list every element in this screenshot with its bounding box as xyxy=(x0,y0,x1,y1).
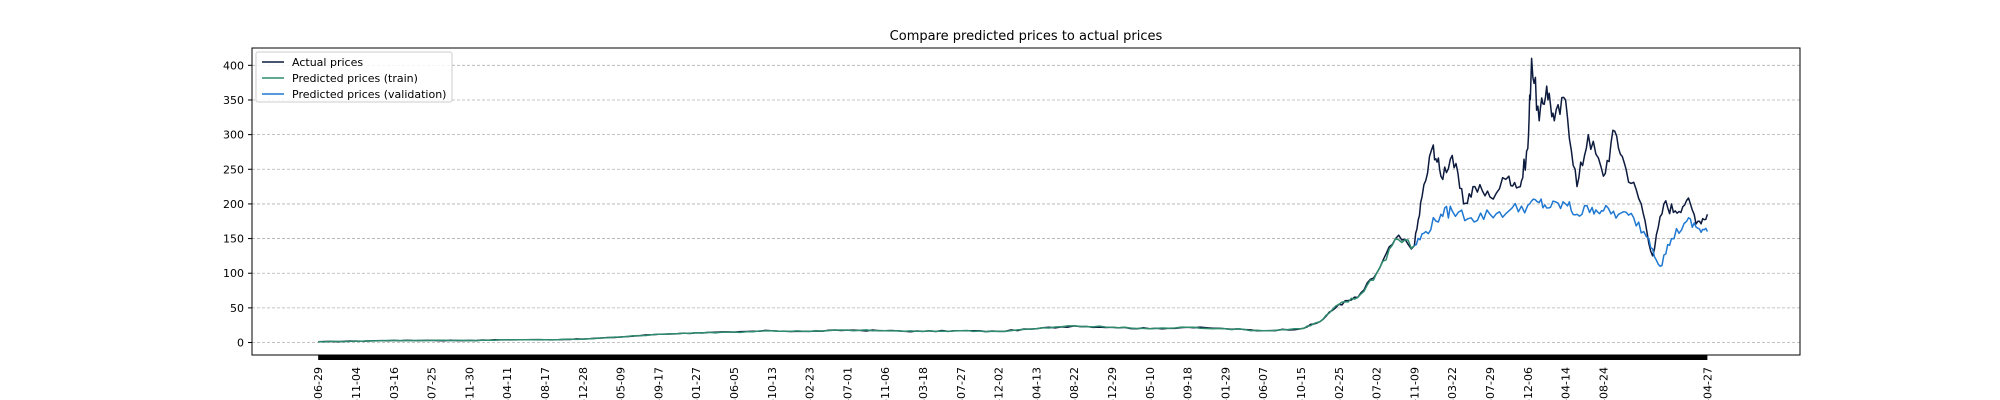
x-tick-label: -07-27 xyxy=(955,367,968,400)
y-tick-label: 250 xyxy=(223,163,244,176)
series-layer xyxy=(318,57,1709,343)
x-tick-label: -01-29 xyxy=(1219,367,1232,400)
legend-box xyxy=(255,51,453,103)
y-tick-label: 100 xyxy=(223,267,244,280)
x-tick-label: -12-06 xyxy=(1522,367,1535,400)
y-tick-label: 400 xyxy=(223,59,244,72)
x-tick-label: -07-02 xyxy=(1371,367,1384,400)
x-tick-label: -12-29 xyxy=(1106,367,1119,400)
x-tick-label: -10-13 xyxy=(766,367,779,400)
x-tick-label: -04-11 xyxy=(501,367,514,400)
series-line-predicted-prices-validation xyxy=(1414,198,1709,268)
y-tick-label: 350 xyxy=(223,94,244,107)
x-tick-label: -08-24 xyxy=(1597,367,1610,400)
legend-label: Predicted prices (train) xyxy=(292,72,418,85)
x-tick-label: -04-14 xyxy=(1560,367,1573,400)
x-tick-label: -03-16 xyxy=(388,367,401,400)
x-tick-label: -08-17 xyxy=(539,367,552,400)
x-tick-label: -06-29 xyxy=(312,367,325,400)
x-tick-label: -06-05 xyxy=(728,367,741,400)
x-tick-label: -07-29 xyxy=(1484,367,1497,400)
series-line-predicted-prices-train xyxy=(318,237,1415,343)
x-tick-label: -12-28 xyxy=(577,367,590,400)
x-tick-label: -05-10 xyxy=(1144,367,1157,400)
x-tick-label: -02-25 xyxy=(1333,367,1346,400)
y-tick-label: 150 xyxy=(223,233,244,246)
x-tick-label: -02-23 xyxy=(804,367,817,400)
x-tick-label: -04-27 xyxy=(1701,367,1714,400)
legend-label: Predicted prices (validation) xyxy=(292,88,446,101)
series-line-actual-prices xyxy=(318,57,1709,343)
x-tick-label: -05-09 xyxy=(615,367,628,400)
y-tick-label: 0 xyxy=(237,337,244,350)
x-tick-label: -08-22 xyxy=(1068,367,1081,400)
x-tick-label: -07-25 xyxy=(426,367,439,400)
legend-label: Actual prices xyxy=(292,56,363,69)
x-tick-label: -10-15 xyxy=(1295,367,1308,400)
x-tick-label: -12-02 xyxy=(993,367,1006,400)
x-tick-label: -04-13 xyxy=(1030,367,1043,400)
x-tick-label: -01-27 xyxy=(690,367,703,400)
x-tick-label: -11-09 xyxy=(1408,367,1421,400)
y-tick-label: 200 xyxy=(223,198,244,211)
y-tick-label: 300 xyxy=(223,129,244,142)
x-axis: -06-29 -11-04 -03-16 -07-25 -11-30 -04-11 -08-… xyxy=(312,355,1714,400)
x-tick-label: -03-22 xyxy=(1446,367,1459,400)
x-tick-label: -11-30 xyxy=(463,367,476,400)
x-tick-label: -06-07 xyxy=(1257,367,1270,400)
x-tick-label: -09-17 xyxy=(652,367,665,400)
x-tick-band xyxy=(318,355,1708,360)
x-tick-label: -07-01 xyxy=(841,367,854,400)
x-tick-label: -09-18 xyxy=(1182,367,1195,400)
chart-title: Compare predicted prices to actual price… xyxy=(890,29,1163,44)
x-tick-label: -11-04 xyxy=(350,367,363,400)
y-axis: 0 50 100 150 200 250 300 350 400 xyxy=(223,59,252,350)
legend: Actual prices Predicted prices (train) Pre… xyxy=(255,51,453,103)
x-tick-label: -03-18 xyxy=(917,367,930,400)
y-tick-label: 50 xyxy=(230,302,244,315)
x-tick-label: -11-06 xyxy=(879,367,892,400)
plot-area xyxy=(251,47,1801,356)
